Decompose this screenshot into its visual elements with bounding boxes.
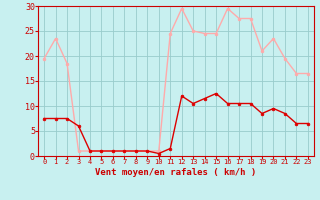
X-axis label: Vent moyen/en rafales ( km/h ): Vent moyen/en rafales ( km/h )	[95, 168, 257, 177]
